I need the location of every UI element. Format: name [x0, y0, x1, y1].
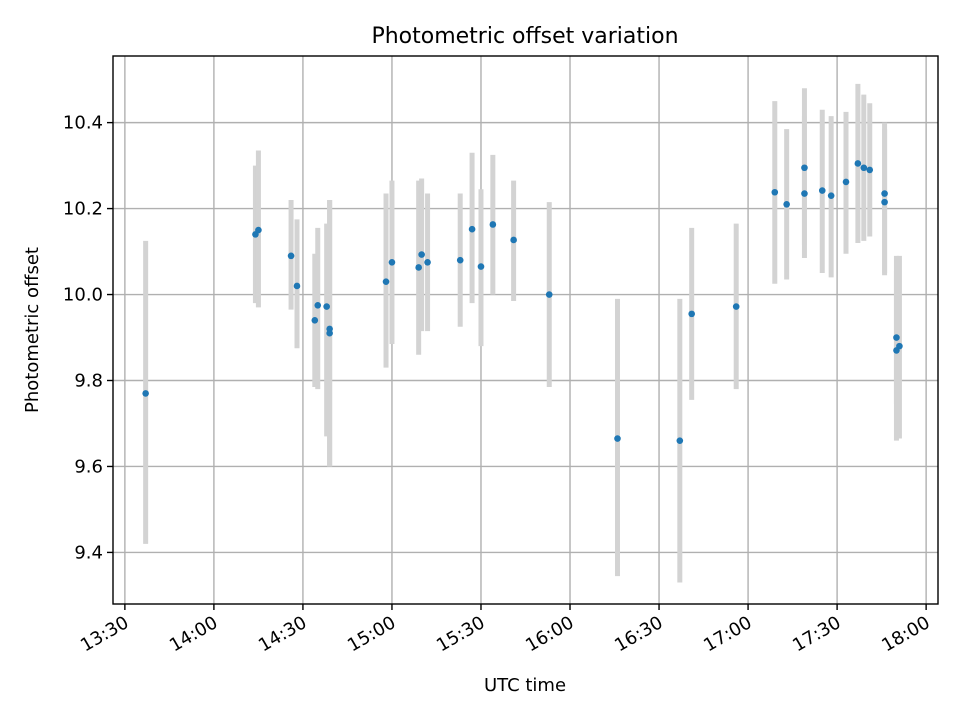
- errorbar-layer: [143, 83, 902, 583]
- data-point: [818, 187, 826, 194]
- chart-title: Photometric offset variation: [371, 24, 678, 49]
- x-tick-layer: 13:30 14:00 14:30 15:00 15:30 16:00 16:30 17:00…: [77, 604, 934, 656]
- x-tick-label: 15:00: [344, 612, 399, 656]
- y-tick-label: 9.8: [74, 371, 103, 392]
- x-tick-label: 16:30: [611, 612, 666, 656]
- x-tick-label: 15:30: [433, 612, 488, 656]
- x-tick-label: 17:30: [789, 612, 844, 656]
- data-point: [142, 390, 149, 397]
- data-point: [314, 301, 322, 309]
- x-axis-label: UTC time: [484, 675, 566, 696]
- data-point: [881, 190, 888, 197]
- data-point: [827, 192, 835, 199]
- x-tick-label: 16:00: [522, 612, 577, 656]
- data-point: [732, 303, 740, 310]
- data-point: [801, 164, 808, 172]
- data-point: [489, 221, 497, 228]
- points-layer: [142, 160, 903, 444]
- data-point: [688, 310, 695, 318]
- data-point: [323, 303, 330, 310]
- y-tick-layer: 9.4 9.6 9.8 10.0 10.2 10.4: [63, 113, 113, 563]
- data-point: [842, 178, 850, 186]
- data-point: [311, 317, 319, 324]
- data-point: [293, 282, 301, 290]
- data-point: [468, 225, 476, 233]
- data-point: [783, 200, 790, 208]
- data-point: [545, 291, 553, 298]
- data-point: [287, 252, 295, 260]
- plot-frame: [112, 55, 939, 605]
- x-tick-label: 14:00: [166, 612, 221, 656]
- x-tick-label: 13:30: [77, 612, 132, 656]
- data-point: [676, 437, 684, 444]
- data-point: [860, 164, 868, 172]
- data-point: [866, 166, 874, 174]
- y-tick-label: 10.4: [63, 113, 103, 134]
- data-point: [801, 190, 808, 197]
- y-tick-label: 10.2: [63, 199, 103, 220]
- y-tick-label: 9.4: [74, 542, 103, 563]
- data-point: [456, 256, 464, 264]
- y-tick-label: 10.0: [63, 285, 103, 306]
- data-point: [614, 435, 621, 442]
- y-tick-label: 9.6: [74, 456, 103, 477]
- data-point: [326, 329, 333, 337]
- data-point: [415, 264, 422, 271]
- data-point: [854, 160, 862, 167]
- data-point: [418, 251, 425, 258]
- data-point: [510, 236, 517, 244]
- data-point: [881, 198, 888, 206]
- data-point: [382, 278, 390, 285]
- data-point: [477, 263, 485, 270]
- y-axis-label: Photometric offset: [22, 247, 43, 413]
- x-tick-label: 14:30: [255, 612, 310, 656]
- data-point: [424, 259, 431, 266]
- data-point: [771, 188, 779, 196]
- data-point: [255, 226, 262, 234]
- data-point: [893, 334, 900, 341]
- data-point: [896, 342, 903, 350]
- x-tick-label: 18:00: [878, 612, 933, 656]
- grid-layer: [113, 56, 938, 604]
- data-point: [388, 259, 396, 266]
- x-tick-label: 17:00: [700, 612, 755, 656]
